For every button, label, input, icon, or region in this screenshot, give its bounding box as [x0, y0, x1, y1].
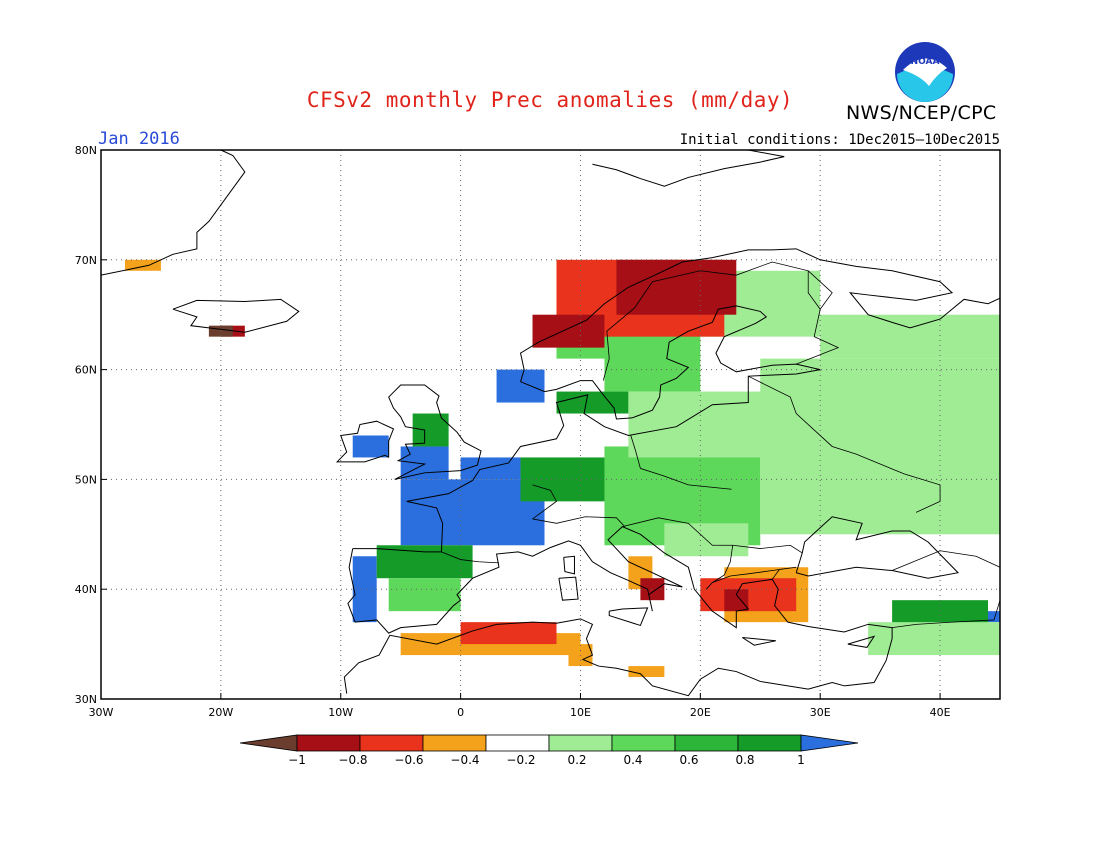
anomaly-cell-dry_strong: [724, 589, 749, 612]
lon-tick-label: 10W: [328, 706, 353, 719]
coastline-layer: [100, 149, 1001, 697]
noaa-logo-icon: NOAA: [895, 42, 955, 102]
colorbar-label: −0.8: [338, 753, 367, 767]
colorbar-arrow-high: [800, 734, 859, 752]
lon-tick-label: 20E: [690, 706, 711, 719]
colorbar-label: −0.4: [450, 753, 479, 767]
colorbar-label: −1: [288, 753, 306, 767]
coastline-britain: [388, 384, 482, 480]
lon-tick-label: 30W: [89, 706, 114, 719]
anomaly-cell-wet_strong: [352, 435, 389, 458]
anomaly-cell-dry_strong: [640, 578, 665, 601]
coastline-cyprus: [847, 635, 876, 648]
coastline-greenland: [100, 149, 246, 276]
coastline-iberia: [352, 369, 821, 553]
anomaly-cell-wet_strong: [352, 556, 377, 623]
lat-labels: 30N 40N 50N 60N 70N 80N: [75, 144, 107, 706]
anomaly-cell-wet_light: [628, 391, 821, 458]
border-alps: [532, 516, 626, 527]
coastline-corsica: [563, 555, 575, 575]
forecast-month: Jan 2016: [98, 129, 180, 149]
border-fin-ru: [807, 270, 833, 310]
anomaly-cell-wet_strong: [460, 457, 521, 480]
coastline-iberia-south: [347, 526, 893, 687]
anomaly-cell-dry_mod: [460, 622, 557, 645]
border-pyrenees: [441, 551, 499, 564]
map-frame: [100, 149, 1001, 700]
border-caucasus: [891, 550, 1001, 571]
lon-labels: 30W 20W 10W 0 10E 20E 30E 40E: [89, 693, 951, 719]
colorbar-label: −0.2: [506, 753, 535, 767]
lat-tick-label: 30N: [75, 693, 97, 706]
lat-tick-label: 60N: [75, 364, 97, 377]
colorbar-swatch: [737, 734, 802, 752]
lat-tick-label: 70N: [75, 254, 97, 267]
coastline-black-sea: [795, 516, 960, 579]
page-title: CFSv2 monthly Prec anomalies (mm/day): [306, 88, 794, 112]
colorbar-arrow-low: [239, 734, 298, 752]
anomaly-cell-wet_light: [820, 314, 1000, 359]
border-se-europe: [712, 545, 734, 583]
coastline-ireland: [335, 420, 395, 463]
colorbar-label: 0.8: [735, 753, 754, 767]
coastline-north-africa: [343, 618, 845, 697]
coastline-iceland: [172, 298, 300, 333]
colorbar-swatch: [296, 734, 361, 752]
colorbar-label: 0.6: [679, 753, 698, 767]
anomaly-cell-wet_strong: [496, 369, 545, 403]
border-pl-de: [630, 435, 732, 490]
lon-tick-label: 30E: [810, 706, 831, 719]
anomaly-cell-wet_mod: [412, 413, 449, 447]
colorbar-swatch: [674, 734, 739, 752]
org-label: NWS/NCEP/CPC: [846, 102, 997, 124]
coastline-scandinavia: [519, 248, 1001, 382]
lat-tick-label: 40N: [75, 583, 97, 596]
border-east: [748, 375, 941, 513]
lon-tick-label: 40E: [930, 706, 951, 719]
border-balkans: [622, 517, 803, 554]
initial-conditions: Initial conditions: 1Dec2015—10Dec2015: [679, 132, 1000, 148]
border-turkey: [706, 566, 797, 590]
border-de-fr: [532, 484, 558, 520]
coastline-sardinia: [558, 576, 579, 601]
anomaly-cell-dry_weak: [124, 259, 161, 271]
anomaly-cell-dry_weak: [628, 666, 665, 678]
lon-tick-label: 10E: [570, 706, 591, 719]
colorbar-label: 1: [797, 753, 805, 767]
anomaly-cell-dry_extreme: [208, 325, 233, 337]
lat-tick-label: 50N: [75, 473, 97, 486]
colorbar-swatch: [422, 734, 487, 752]
coastline-sicily: [608, 607, 649, 627]
colorbar-swatch: [548, 734, 613, 752]
colorbar-label: 0.4: [623, 753, 642, 767]
border-turkey-east: [892, 600, 1001, 629]
anomaly-cell-wet_weak: [388, 578, 461, 612]
lon-tick-label: 20W: [208, 706, 233, 719]
anomaly-cell-wet_mod: [376, 545, 473, 579]
colorbar-label: 0.2: [567, 753, 586, 767]
coastline-svalbard: [592, 149, 785, 187]
colorbar: −1 −0.8 −0.6 −0.4 −0.2 0.2 0.4 0.6 0.8 1: [239, 734, 859, 767]
border-scand-inner: [602, 261, 840, 381]
anomaly-cell-wet_mod: [556, 391, 629, 414]
colorbar-swatch: [611, 734, 676, 752]
colorbar-swatch: [359, 734, 424, 752]
anomaly-layer: [124, 259, 1000, 678]
lat-tick-label: 80N: [75, 144, 97, 157]
anomaly-cell-dry_strong: [532, 314, 605, 348]
colorbar-swatch: [485, 734, 550, 752]
anomaly-cell-dry_strong: [616, 259, 737, 315]
lon-tick-label: 0: [457, 706, 464, 719]
anomaly-cell-wet_strong: [400, 446, 449, 480]
svg-text:NOAA: NOAA: [911, 57, 940, 67]
coastline-crete: [742, 637, 776, 646]
colorbar-label: −0.6: [394, 753, 423, 767]
coastline-sweden-baltic: [520, 305, 821, 420]
